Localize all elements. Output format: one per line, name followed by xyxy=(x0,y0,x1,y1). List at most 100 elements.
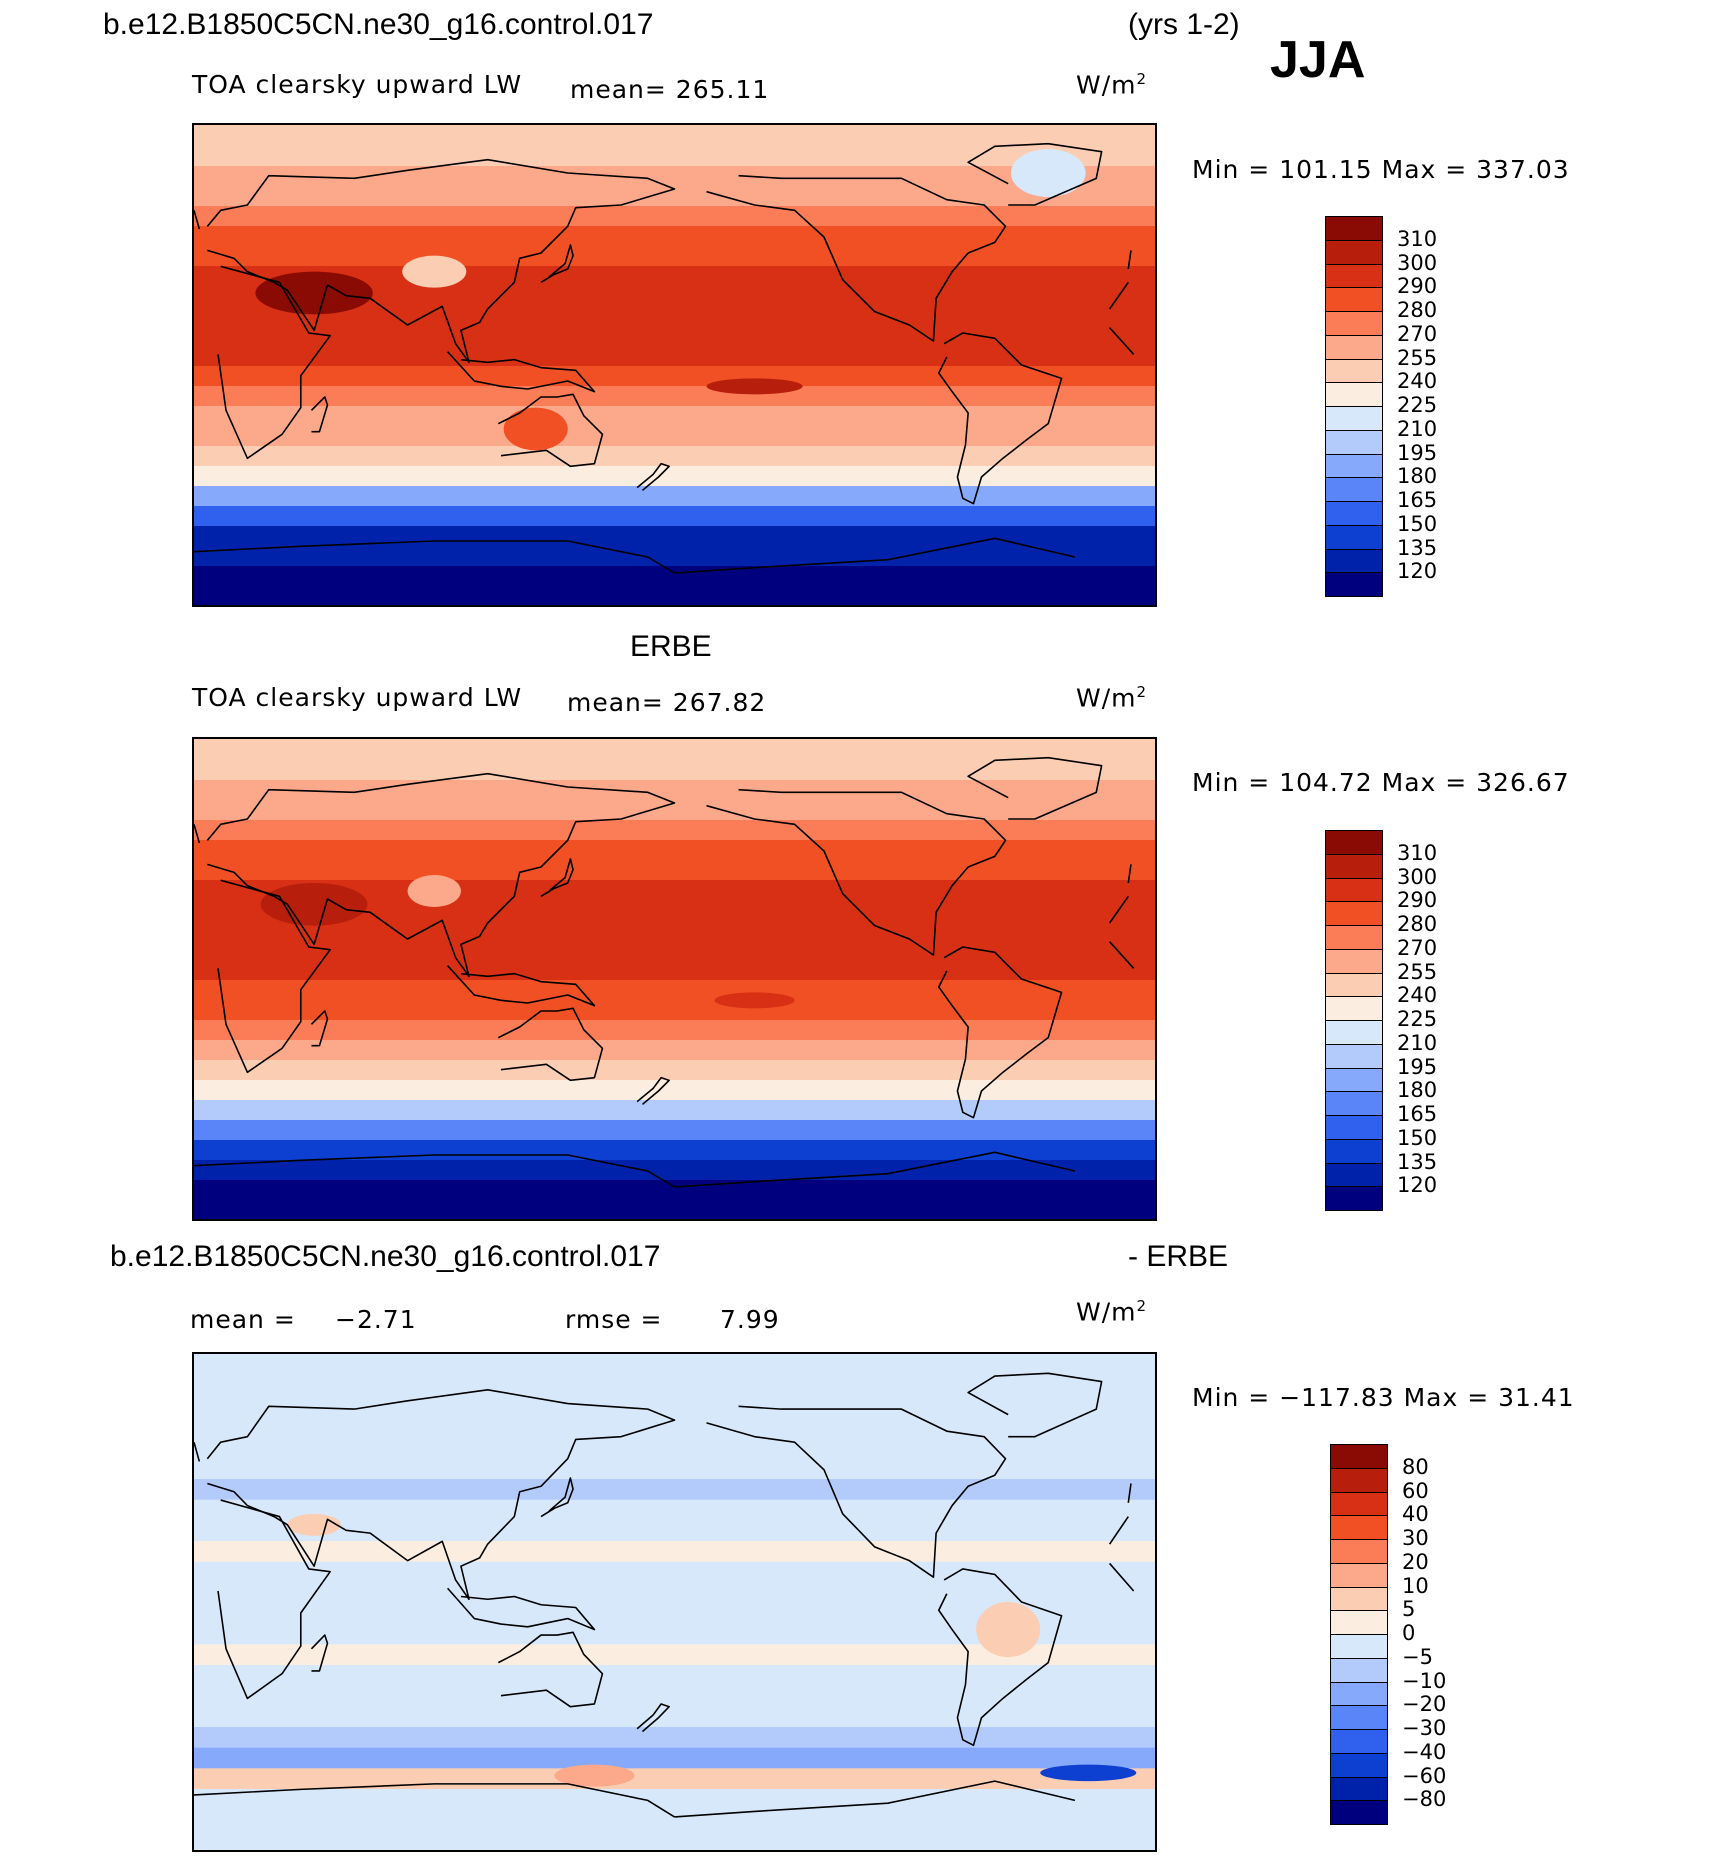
map-canvas xyxy=(194,739,1155,1219)
coastline-indonesia xyxy=(447,351,596,393)
model-lat-band xyxy=(194,365,1155,386)
colorbar-swatch xyxy=(1325,524,1383,550)
model-anomaly-region xyxy=(503,407,568,451)
colorbar-swatch xyxy=(1325,1115,1383,1140)
coastline-nz xyxy=(636,1076,670,1105)
model-lat-band xyxy=(194,245,1155,266)
model-lat-band xyxy=(194,385,1155,406)
difference-lat-band xyxy=(194,1436,1155,1459)
panel3-title-right: - ERBE xyxy=(1128,1240,1229,1273)
difference-anomaly-region xyxy=(976,1602,1041,1658)
panel3-difference-map xyxy=(192,1352,1157,1852)
colorbar-swatch xyxy=(1325,406,1383,431)
colorbar-tick-label: −60 xyxy=(1402,1763,1447,1788)
panel1-minmax: Min = 101.15 Max = 337.03 xyxy=(1192,155,1570,184)
difference-lat-band xyxy=(194,1457,1155,1479)
panel2-minmax: Min = 104.72 Max = 326.67 xyxy=(1192,768,1570,797)
difference-anomaly-region xyxy=(1040,1764,1137,1782)
panel3-units: W/m2 xyxy=(1076,1297,1148,1327)
colorbar-tick-label: 150 xyxy=(1397,1125,1438,1150)
colorbar-swatch xyxy=(1325,901,1383,926)
colorbar-tick-label: 120 xyxy=(1397,559,1438,584)
model-anomaly-region xyxy=(706,378,803,395)
difference-lat-band xyxy=(194,1829,1155,1850)
obs-lat-band xyxy=(194,799,1155,820)
colorbar-swatch xyxy=(1325,972,1383,998)
colorbar-swatch xyxy=(1325,925,1383,950)
coastline-australia xyxy=(497,1631,604,1708)
colorbar-tick-label: 135 xyxy=(1397,1149,1438,1174)
coastline-africa xyxy=(217,265,1135,460)
panel1-units: W/m2 xyxy=(1076,70,1148,100)
difference-lat-band xyxy=(194,1374,1155,1397)
colorbar-swatch xyxy=(1325,358,1383,384)
map-canvas xyxy=(194,1354,1155,1850)
colorbar-tick-label: 60 xyxy=(1402,1478,1429,1503)
colorbar-tick-label: −30 xyxy=(1402,1716,1447,1740)
model-lat-band xyxy=(194,285,1155,306)
model-lat-band xyxy=(194,485,1155,506)
coastline-japan xyxy=(540,858,574,898)
model-lat-band xyxy=(194,425,1155,446)
difference-lat-band xyxy=(194,1746,1155,1769)
colorbar-tick-label: 20 xyxy=(1402,1549,1429,1574)
model-lat-band xyxy=(194,225,1155,246)
model-lat-band xyxy=(194,325,1155,346)
panel1-mean: mean= 265.11 xyxy=(570,75,770,104)
coastline-nz xyxy=(636,1703,670,1733)
coastline-greenland xyxy=(967,756,1103,820)
panel2-mean: mean= 267.82 xyxy=(567,688,767,717)
coastline-indonesia xyxy=(446,1587,596,1631)
colorbar-tick-label: 0 xyxy=(1402,1621,1416,1645)
colorbar-tick-label: 210 xyxy=(1397,416,1438,441)
years-label: (yrs 1-2) xyxy=(1128,8,1240,41)
colorbar-tick-label: 270 xyxy=(1397,935,1438,960)
colorbar-tick-label: −80 xyxy=(1402,1787,1447,1812)
obs-anomaly-region xyxy=(407,875,461,907)
model-lat-band xyxy=(194,185,1155,206)
colorbar-swatch xyxy=(1325,830,1383,855)
colorbar-tick-label: 290 xyxy=(1397,888,1438,913)
colorbar-tick-label: 165 xyxy=(1397,1102,1438,1126)
obs-lat-band xyxy=(194,1199,1155,1219)
model-lat-band xyxy=(194,505,1155,526)
colorbar-swatch xyxy=(1325,877,1383,903)
coastline-namerica xyxy=(706,788,1007,956)
colorbar-swatch xyxy=(1325,311,1383,336)
difference-lat-band xyxy=(194,1354,1155,1376)
colorbar-tick-label: 195 xyxy=(1397,440,1438,465)
colorbar-tick-label: 30 xyxy=(1402,1526,1429,1550)
coastline-antarctica xyxy=(194,1780,1076,1818)
panel2-units: W/m2 xyxy=(1076,683,1148,713)
coastline-madagascar xyxy=(310,1010,329,1047)
colorbar-tick-label: 255 xyxy=(1397,345,1438,370)
obs-anomaly-region xyxy=(714,992,795,1009)
colorbar-swatch xyxy=(1325,453,1383,479)
model-lat-band xyxy=(194,465,1155,486)
colorbar-tick-label: 40 xyxy=(1402,1502,1429,1527)
colorbar-tick-label: 310 xyxy=(1397,226,1438,251)
panel3-minmax: Min = −117.83 Max = 31.41 xyxy=(1192,1383,1575,1412)
coastline-samerica xyxy=(937,332,1063,505)
obs-lat-band xyxy=(194,759,1155,780)
colorbar-tick-label: 240 xyxy=(1397,983,1438,1008)
difference-lat-band xyxy=(194,1705,1155,1727)
colorbar-tick-label: 165 xyxy=(1397,488,1438,512)
colorbar-swatch xyxy=(1330,1657,1388,1683)
obs-lat-band xyxy=(194,1099,1155,1120)
difference-lat-band xyxy=(194,1684,1155,1707)
colorbar-swatch xyxy=(1325,853,1383,879)
difference-lat-band xyxy=(194,1581,1155,1603)
panel2-colorbar: 310 300 290 280 270 255 240 225 210 195 180 165 150 1… xyxy=(1325,830,1465,1211)
obs-lat-band xyxy=(194,859,1155,880)
obs-lat-band xyxy=(194,959,1155,980)
colorbar-swatch xyxy=(1330,1800,1388,1825)
colorbar-tick-label: 280 xyxy=(1397,298,1438,322)
colorbar-swatch xyxy=(1325,1162,1383,1188)
colorbar-swatch xyxy=(1330,1586,1388,1612)
coastline-africa xyxy=(217,879,1135,1074)
model-lat-band xyxy=(194,345,1155,366)
colorbar-swatch xyxy=(1330,1729,1388,1754)
colorbar-tick-label: −40 xyxy=(1402,1739,1447,1764)
difference-anomaly-region xyxy=(554,1764,635,1787)
